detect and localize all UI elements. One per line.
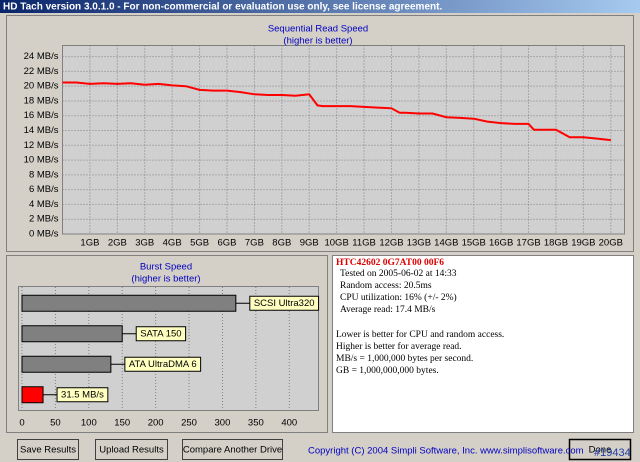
x-tick-label: 0 [19,418,24,429]
x-tick-label: 12GB [379,238,403,249]
x-tick-label: 10GB [324,238,348,249]
compare-button[interactable]: Compare Another Drive [182,439,283,460]
callout-box [124,356,202,372]
x-tick-label: 20GB [599,238,623,249]
bar-label: SCSI Ultra320 [254,298,315,309]
plot-area [62,45,625,235]
chart-title: Burst Speed [140,262,192,273]
x-tick-label: 14GB [434,238,458,249]
button-label[interactable]: Done [589,445,612,456]
x-tick-label: 2GB [108,238,127,249]
callout-box [249,295,320,311]
x-tick-label: 100 [81,418,97,429]
y-tick-label: 24 MB/s [24,51,59,62]
y-tick-label: 14 MB/s [24,125,59,136]
x-tick-label: 5GB [190,238,209,249]
buttons: Save Results Upload Results Compare Anot… [17,438,632,461]
y-tick-label: 12 MB/s [24,140,59,151]
note: MB/s = 1,000,000 bytes per second. [336,354,473,364]
note: Lower is better for CPU and random acces… [336,329,504,340]
info: HTC42602 0G7AT00 00F6 Tested on 2005-06-… [336,258,504,376]
upload-button[interactable]: Upload Results [95,439,168,460]
x-tick-label: 50 [50,418,61,429]
bar [21,325,123,343]
button-face[interactable] [568,438,632,461]
y-tick-label: 8 MB/s [29,169,59,180]
save-button[interactable]: Save Results [17,439,79,460]
button-label[interactable]: Upload Results [99,445,164,456]
x-tick-label: 1GB [80,238,99,249]
x-tick-label: 11GB [352,238,376,249]
x-tick-label: 17GB [516,238,540,249]
y-tick-label: 20 MB/s [24,81,59,92]
x-tick-label: 9GB [300,238,319,249]
button-face[interactable] [95,439,168,460]
x-tick-label: 7GB [245,238,264,249]
info-panel [332,255,634,433]
x-tick-label: 250 [181,418,197,429]
detail: CPU utilization: 16% (+/- 2%) [340,292,457,303]
bar-label: ATA UltraDMA 6 [129,359,197,370]
bar [21,355,112,373]
watermark: #19434 [594,447,631,459]
x-tick-label: 15GB [462,238,486,249]
x-tick-label: 6GB [217,238,236,249]
seq-chart: Sequential Read Speed (higher is better)… [24,24,625,249]
y-tick-label: 10 MB/s [24,155,59,166]
x-tick-label: 350 [248,418,264,429]
bar [21,294,237,312]
x-tick-label: 3GB [135,238,154,249]
button-face[interactable] [17,439,79,460]
x-tick-label: 400 [281,418,297,429]
bar [21,386,44,404]
x-tick-label: 4GB [163,238,182,249]
callout-box [135,326,187,342]
x-tick-label: 8GB [272,238,291,249]
y-tick-label: 18 MB/s [24,95,59,106]
drive-name: HTC42602 0G7AT00 00F6 [336,258,444,268]
window-title: HD Tach version 3.0.1.0 - For non-commer… [3,2,442,13]
callout-box [56,387,109,403]
x-tick-label: 16GB [489,238,513,249]
x-tick-label: 18GB [544,238,568,249]
button-label[interactable]: Compare Another Drive [183,445,282,456]
x-tick-label: 150 [114,418,130,429]
y-tick-label: 0 MB/s [29,229,59,240]
note: Higher is better for average read. [336,341,462,352]
chart-title: Sequential Read Speed [268,24,368,35]
x-tick-label: 300 [215,418,231,429]
y-tick-label: 22 MB/s [24,66,59,77]
y-tick-label: 16 MB/s [24,110,59,121]
detail: Random access: 20.5ms [340,281,432,291]
data-line [62,81,611,142]
chart-subtitle: (higher is better) [283,36,352,47]
copyright: Copyright (C) 2004 Simpli Software, Inc.… [308,446,584,457]
x-tick-label: 19GB [571,238,595,249]
y-tick-label: 2 MB/s [29,214,59,225]
button-label[interactable]: Save Results [20,445,76,456]
y-tick-label: 4 MB/s [29,199,59,210]
bar-label: SATA 150 [140,328,181,339]
bar-label: 31.5 MB/s [61,389,104,400]
detail: Tested on 2005-06-02 at 14:33 [340,269,457,279]
detail: Average read: 17.4 MB/s [340,305,436,315]
chart-subtitle: (higher is better) [131,274,200,285]
button-face[interactable] [182,439,283,460]
x-tick-label: 200 [148,418,164,429]
title-bar [0,0,640,13]
burst-chart: Burst Speed (higher is better) 0 50 100 150… [18,262,320,429]
note: GB = 1,000,000,000 bytes. [336,366,439,376]
x-tick-label: 13GB [407,238,431,249]
done-button[interactable]: Done [568,438,632,461]
y-tick-label: 6 MB/s [29,184,59,195]
